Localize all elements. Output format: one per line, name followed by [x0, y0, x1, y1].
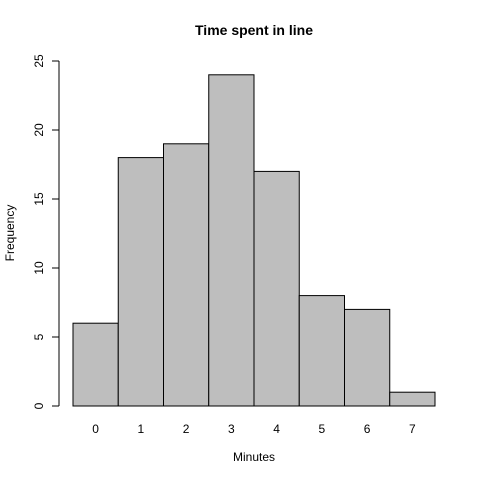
bar: [208, 74, 255, 407]
bar: [344, 308, 391, 407]
y-tick-label: 10: [32, 261, 46, 275]
bar: [72, 322, 119, 407]
y-axis-label: Frequency: [3, 205, 17, 262]
bar: [117, 157, 164, 407]
y-tick-label: 20: [32, 123, 46, 137]
x-axis-label: Minutes: [233, 450, 275, 464]
bar: [298, 295, 345, 407]
x-tick-label: 0: [92, 422, 99, 436]
y-tick-label: 25: [32, 54, 46, 68]
bar: [253, 170, 300, 407]
x-tick-label: 2: [183, 422, 190, 436]
x-tick-label: 3: [228, 422, 235, 436]
bar: [389, 391, 436, 407]
x-tick-label: 7: [409, 422, 416, 436]
x-tick-label: 4: [273, 422, 280, 436]
bar: [163, 143, 210, 407]
x-tick-label: 5: [319, 422, 326, 436]
x-tick-label: 1: [138, 422, 145, 436]
x-tick-label: 6: [364, 422, 371, 436]
y-tick-label: 15: [32, 192, 46, 206]
y-tick-label: 5: [32, 333, 46, 340]
y-tick-label: 0: [32, 402, 46, 409]
chart-title: Time spent in line: [195, 22, 313, 38]
